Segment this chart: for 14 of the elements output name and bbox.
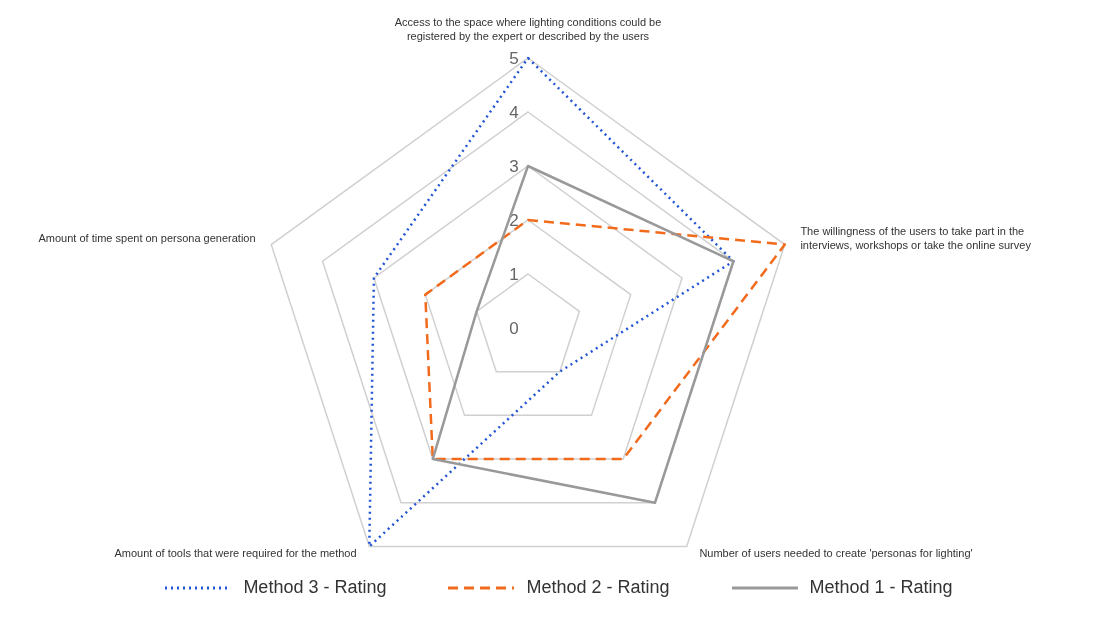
y-tick-label: 0: [509, 319, 519, 338]
y-tick-label: 1: [509, 265, 519, 284]
spoke-label: Amount of tools that were required for the method: [114, 546, 357, 559]
y-tick-label: 4: [509, 103, 519, 122]
y-tick-label: 5: [509, 49, 519, 68]
y-tick-label: 2: [509, 211, 519, 230]
legend-label: Method 2 - Rating: [526, 577, 670, 598]
legend-label: Method 3 - Rating: [243, 577, 387, 598]
spoke-label: The willingness of the users to take part in the interviews, workshops or take the online survey: [800, 225, 1032, 252]
y-tick-label: 3: [509, 157, 519, 176]
spoke-label: Number of users needed to create 'personas for lighting': [699, 546, 973, 559]
legend-label: Method 1 - Rating: [809, 577, 953, 598]
spoke-label: Access to the space where lighting conditions could be registered by the expert or described by the users: [394, 16, 662, 42]
spoke-label: Amount of time spent on persona generation: [38, 232, 256, 245]
